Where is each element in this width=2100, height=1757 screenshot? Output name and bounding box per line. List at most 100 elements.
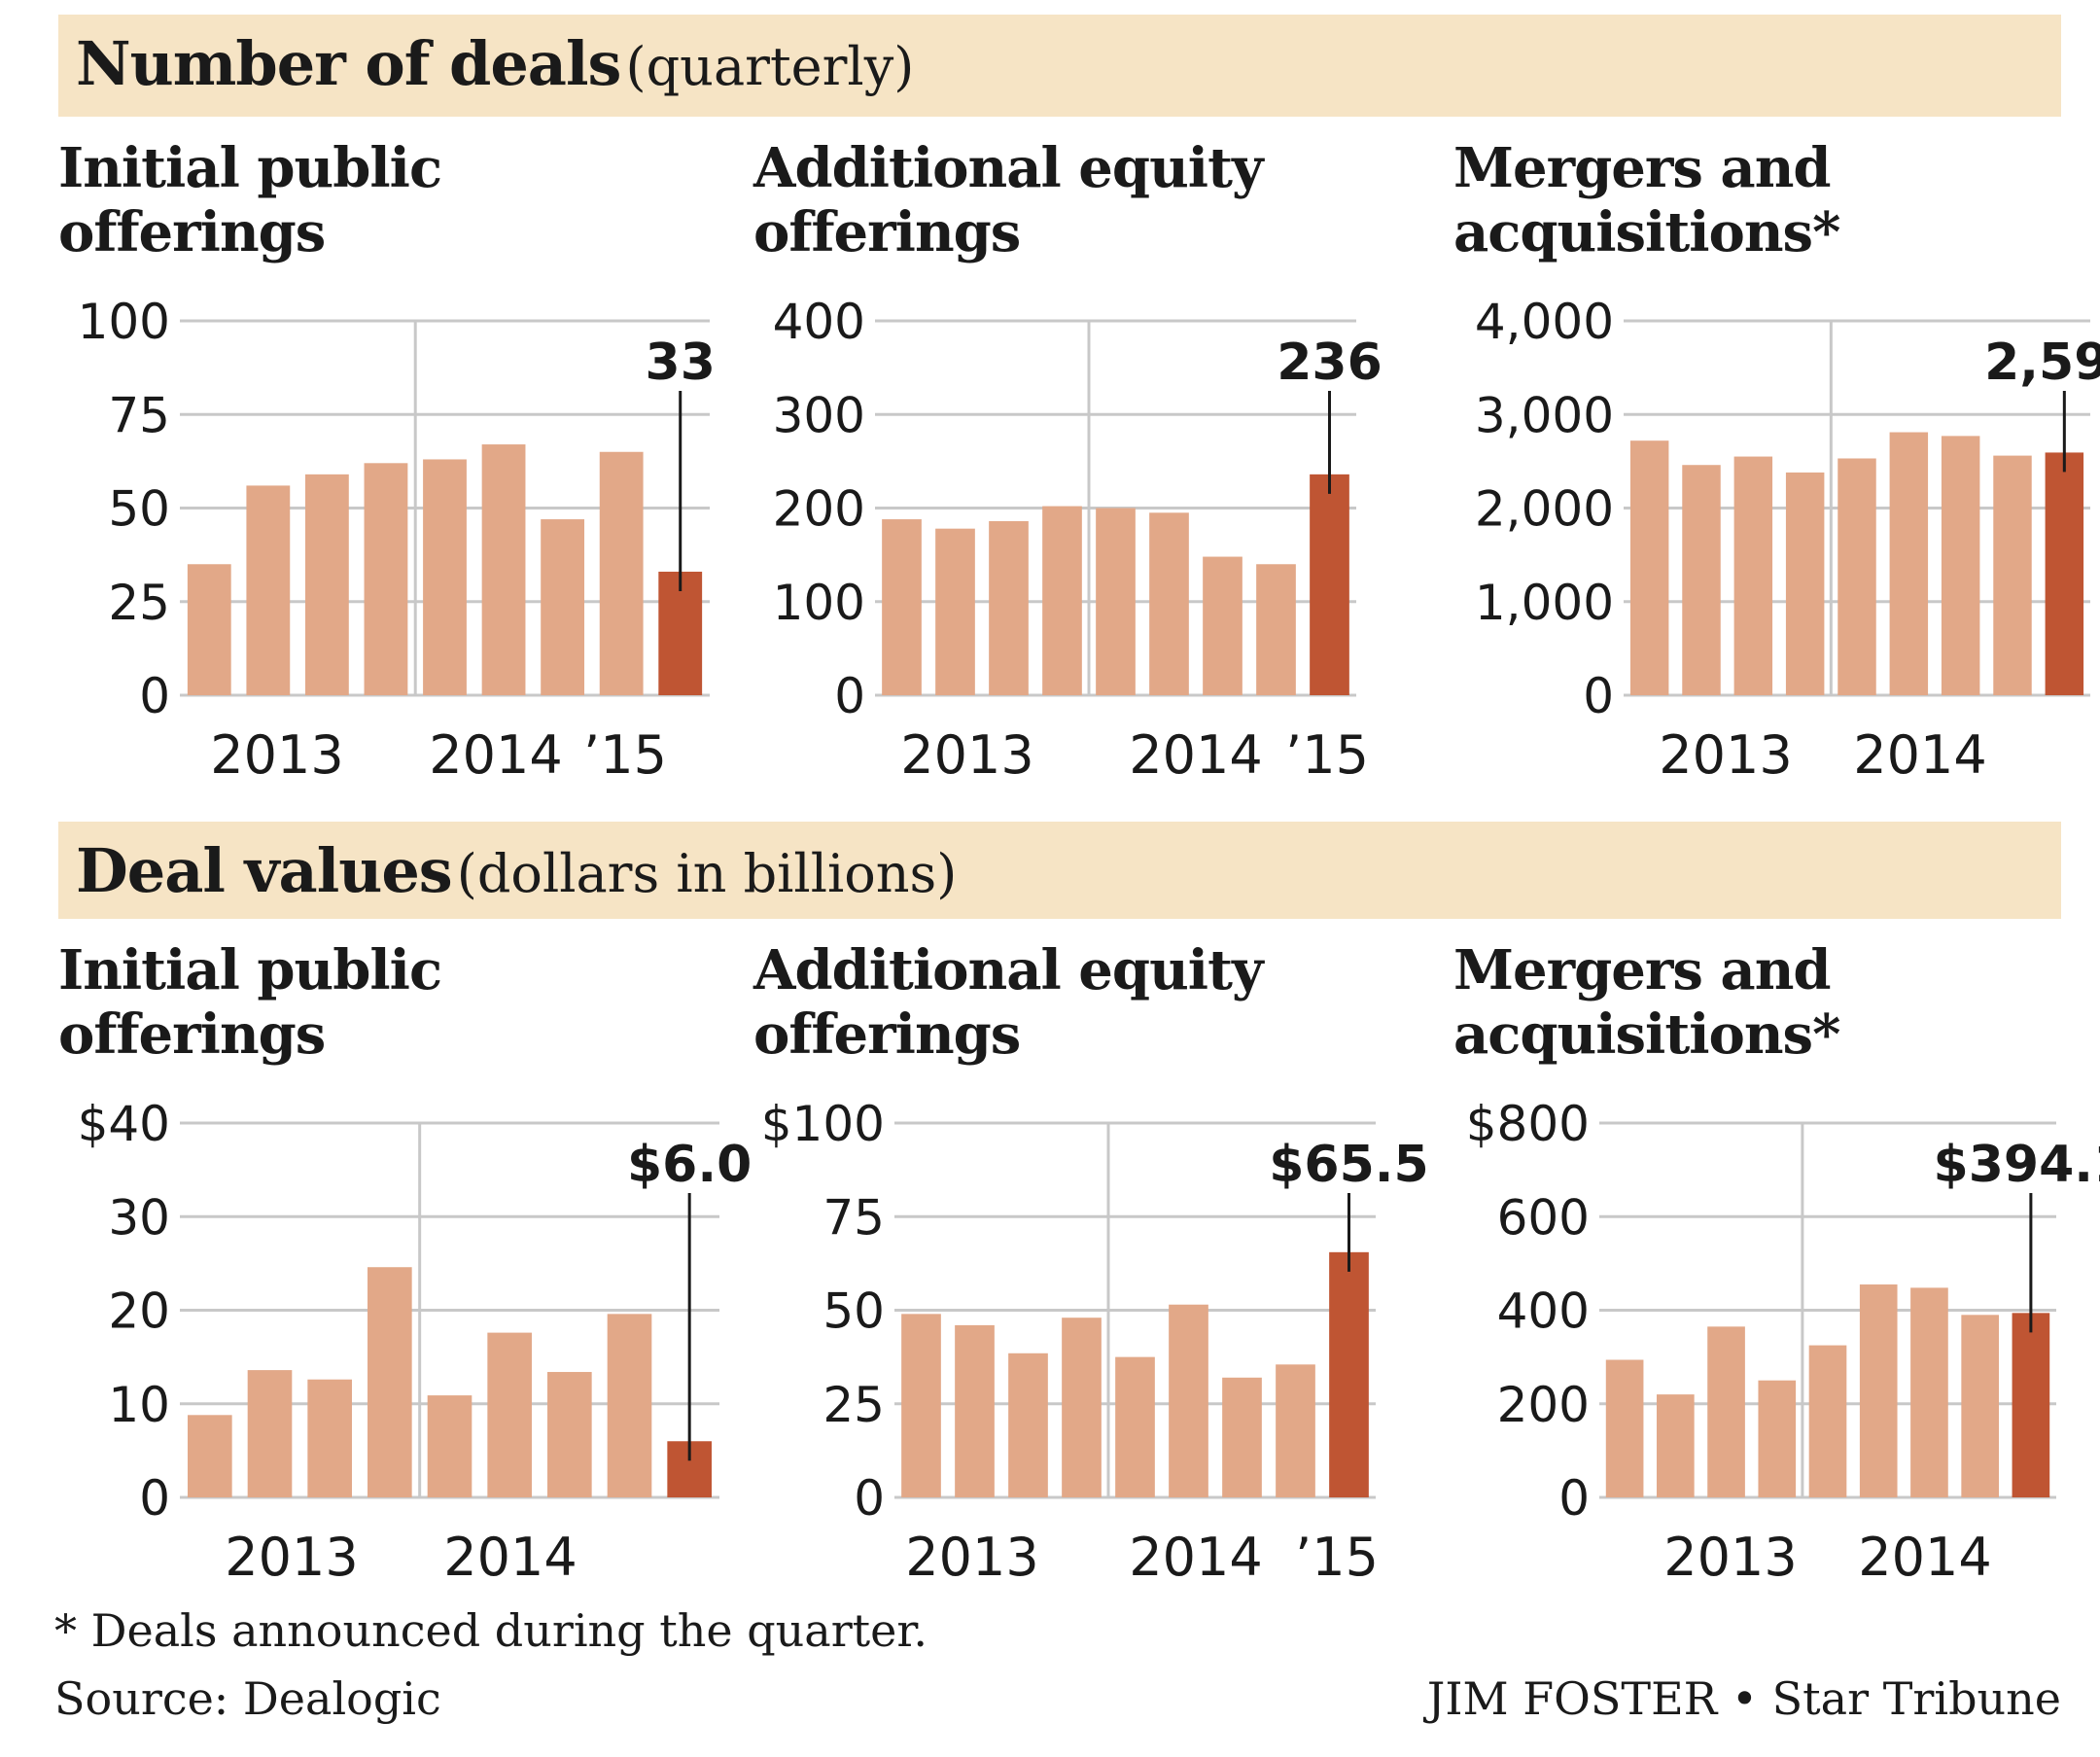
panel-title-line-2: offerings [58,1002,326,1067]
panel-ipo-count: Initial public offerings 0 25 50 75 100 33 201… [58,136,719,797]
credit-line: JIM FOSTER • Star Tribune [1426,1672,2061,1725]
bar-highlight [658,571,703,695]
annotation-label: $6.0 [627,1136,752,1194]
bar [1859,1284,1898,1497]
y-tick-label: 0 [1583,668,1614,724]
y-tick-label: 25 [822,1377,885,1433]
x-year-label: 2013 [225,1527,358,1588]
bar [1169,1304,1208,1497]
x-year-label: ’15 [583,724,667,786]
annotation-label: $65.5 [1269,1136,1428,1194]
bar [246,485,291,695]
y-tick-label: 0 [834,668,865,724]
bar [989,520,1029,695]
panel-title-ipo-count: Initial public offerings [58,136,700,264]
x-year-label: 2014 [429,724,562,786]
annotation-label: 2,593 [1984,334,2100,392]
bar [607,1314,652,1497]
bar [1733,456,1773,695]
bar [247,1370,293,1497]
panel-title-ipo-value: Initial public offerings [58,938,700,1067]
y-tick-label: 3,000 [1475,387,1614,443]
annotation-label: $394.1 [1934,1136,2100,1194]
footnote: * Deals announced during the quarter. [54,1604,928,1657]
bar [901,1314,941,1497]
bar [1961,1315,1999,1497]
bar [1062,1318,1102,1497]
bar [1203,556,1242,695]
bar [1993,455,2032,695]
bar-highlight [2045,452,2084,695]
bar [1629,440,1669,695]
bar [1707,1326,1745,1497]
bar-chart: 0 200 400 600 $800 $394.1 2013 2014 [1466,1096,2100,1588]
panel-title-line-2: acquisitions* [1453,1002,1840,1067]
bar [1941,436,1980,695]
bar [1256,564,1296,695]
panel-title-line-2: offerings [58,200,326,264]
bar [1222,1377,1262,1497]
panel-title-aeo-value: Additional equity offerings [753,938,1395,1067]
panel-aeo-value: Additional equity offerings 0 25 50 75 $100 $… [753,938,1429,1599]
bar-chart: 0 25 50 75 $100 $65.5 2013 2014 ’15 [761,1096,1429,1588]
y-tick-label: 200 [773,481,865,538]
x-year-label: 2013 [1663,1527,1797,1588]
panel-title-line-1: Additional equity [753,938,1263,1002]
panel-ipo-value: Initial public offerings 0 10 20 30 $40 $6.0 2… [58,938,752,1599]
y-tick-label: 75 [822,1189,885,1246]
bar [1838,458,1876,695]
panel-title-ma-count: Mergers and acquisitions* [1453,136,2095,264]
bar [541,519,585,695]
x-year-label: 2013 [900,724,1033,786]
bar-highlight [2012,1313,2050,1497]
y-tick-label: 400 [1497,1283,1590,1340]
bar [1042,506,1082,695]
y-tick-label: 100 [78,294,170,350]
panel-title-line-1: Initial public [58,938,442,1002]
bar [307,1379,352,1497]
values-section-heading: Deal values (dollars in billions) [76,835,957,906]
bar [1605,1359,1644,1497]
counts-section-title: Number of deals [76,28,621,99]
y-tick-label: 600 [1497,1189,1590,1246]
bar [1785,472,1825,695]
bar [1276,1364,1315,1497]
panel-title-line-1: Additional equity [753,136,1263,200]
panel-title-line-2: acquisitions* [1453,200,1840,264]
y-tick-label: 10 [108,1377,170,1433]
bar [1889,432,1929,695]
y-tick-label: 100 [773,575,865,631]
bar [935,528,975,695]
y-tick-label: $40 [78,1096,170,1152]
y-tick-label: $100 [761,1096,885,1152]
y-tick-label: 30 [108,1189,170,1246]
x-year-label: 2014 [1129,724,1262,786]
y-tick-label: 0 [854,1470,885,1527]
x-year-label: 2013 [905,1527,1038,1588]
bar [1008,1353,1048,1497]
panel-title-line-2: offerings [753,200,1021,264]
panel-title-line-1: Mergers and [1453,938,1832,1002]
y-tick-label: 2,000 [1475,481,1614,538]
x-year-label: 2013 [210,724,343,786]
bar-chart: 0 10 20 30 $40 $6.0 2013 2014 [78,1096,752,1588]
bar [427,1395,472,1497]
y-tick-label: 75 [108,387,170,443]
y-tick-label: 0 [139,668,170,724]
y-tick-label: 50 [108,481,170,538]
x-year-label: 2014 [1129,1527,1262,1588]
bar-chart: 0 1,000 2,000 3,000 4,000 2,593 2013 2014 [1475,294,2100,786]
y-tick-label: 25 [108,575,170,631]
x-year-label: ’15 [1285,724,1369,786]
x-year-label: ’15 [1295,1527,1379,1588]
panel-ma-value: Mergers and acquisitions* 0 200 400 600 $800… [1453,938,2100,1599]
y-tick-label: 0 [1558,1470,1590,1527]
panel-aeo-count: Additional equity offerings 0 100 200 300 40… [753,136,1415,797]
y-tick-label: 0 [139,1470,170,1527]
bar [187,564,231,695]
panel-title-line-2: offerings [753,1002,1021,1067]
counts-section-subtitle: (quarterly) [625,36,915,97]
x-year-label: 2014 [1853,724,1986,786]
bar-highlight [1310,474,1349,695]
bar [1758,1380,1797,1497]
